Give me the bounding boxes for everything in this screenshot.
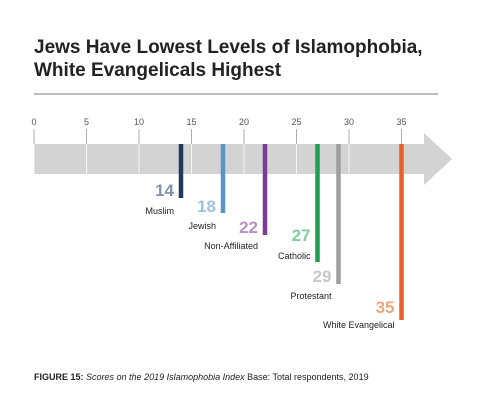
category-label-catholic: Catholic	[278, 251, 311, 261]
bar-protestant	[336, 144, 341, 284]
value-label-muslim: 14	[155, 181, 174, 200]
value-label-protestant: 29	[313, 267, 332, 286]
tick-label-30: 30	[344, 117, 354, 127]
title-divider	[34, 93, 438, 95]
tick-label-0: 0	[31, 117, 36, 127]
tick-label-10: 10	[134, 117, 144, 127]
caption-italic-text: Scores on the 2019 Islamophobia Index	[86, 372, 245, 382]
value-label-jewish: 18	[197, 197, 216, 216]
figure-caption: FIGURE 15: Scores on the 2019 Islamophob…	[34, 372, 464, 382]
tick-label-35: 35	[396, 117, 406, 127]
islamophobia-score-chart: 0 5 10 15 20 25 30 35 14 Muslim 18 Jewish 22 Non-Affi…	[31, 117, 452, 330]
chart-title-line-1: Jews Have Lowest Levels of Islamophobia,	[34, 37, 423, 58]
caption-figure-label: FIGURE 15:	[34, 372, 84, 382]
tick-label-20: 20	[239, 117, 249, 127]
tick-label-15: 15	[186, 117, 196, 127]
chart-title-line-2: White Evangelicals Highest	[34, 60, 282, 81]
bar-catholic	[315, 144, 320, 262]
caption-base-text: Base: Total respondents, 2019	[247, 372, 369, 382]
category-label-protestant: Protestant	[290, 291, 332, 301]
category-label-muslim: Muslim	[146, 206, 175, 216]
tick-label-5: 5	[84, 117, 89, 127]
value-label-white-evangelical: 35	[376, 298, 395, 317]
category-label-white-evangelical: White Evangelical	[323, 320, 395, 330]
bar-jewish	[220, 144, 226, 213]
bar-white-evangelical	[399, 144, 404, 320]
value-label-non-affiliated: 22	[239, 218, 258, 237]
category-label-jewish: Jewish	[188, 221, 216, 231]
axis-arrow	[34, 133, 452, 185]
value-label-catholic: 27	[292, 226, 311, 245]
bar-non-affiliated	[262, 144, 268, 235]
tick-label-25: 25	[291, 117, 301, 127]
bar-muslim	[178, 144, 184, 198]
category-label-non-affiliated: Non-Affiliated	[204, 241, 258, 251]
chart-title: Jews Have Lowest Levels of Islamophobia,…	[34, 36, 454, 82]
